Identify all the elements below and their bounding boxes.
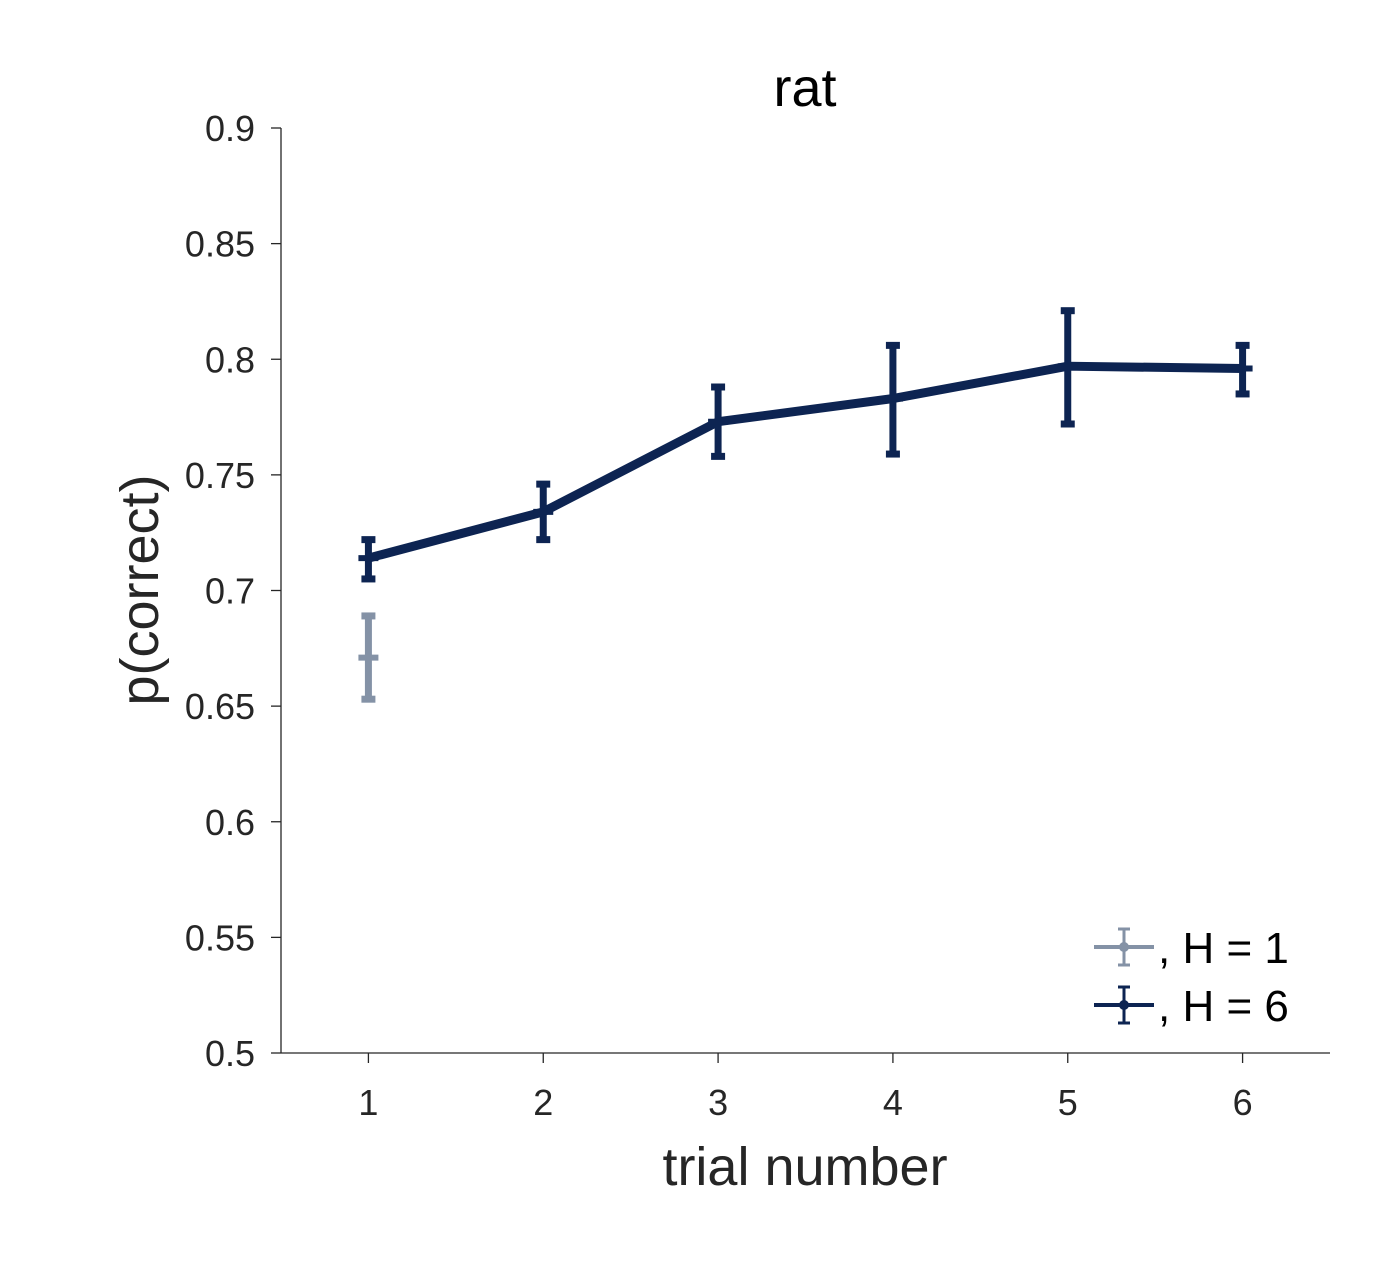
y-axis-label: p(correct) bbox=[110, 474, 170, 705]
x-tick-label: 3 bbox=[708, 1082, 728, 1123]
data-marks bbox=[358, 307, 1253, 703]
y-tick-label: 0.75 bbox=[185, 455, 255, 496]
series-1 bbox=[358, 612, 379, 703]
legend-label: , H = 1 bbox=[1158, 924, 1289, 973]
legend-marker bbox=[1119, 942, 1129, 952]
y-tick-label: 0.7 bbox=[205, 571, 255, 612]
x-tick-label: 6 bbox=[1233, 1082, 1253, 1123]
x-tick-label: 4 bbox=[883, 1082, 903, 1123]
legend-entry: , H = 1 bbox=[1094, 924, 1289, 973]
x-tick-label: 2 bbox=[533, 1082, 553, 1123]
y-tick-label: 0.65 bbox=[185, 686, 255, 727]
series-2 bbox=[358, 307, 1253, 583]
chart-title: rat bbox=[773, 58, 836, 118]
y-tick-label: 0.55 bbox=[185, 917, 255, 958]
y-tick-label: 0.6 bbox=[205, 802, 255, 843]
x-tick-label: 5 bbox=[1058, 1082, 1078, 1123]
legend-label: , H = 6 bbox=[1158, 982, 1289, 1031]
x-axis-label: trial number bbox=[662, 1137, 947, 1197]
legend-marker bbox=[1119, 1000, 1129, 1010]
y-tick-label: 0.85 bbox=[185, 224, 255, 265]
axes: 0.5 0.55 0.6 0.65 0.7 0.75 0.8 0.85 0.9 1 2 3 4 5 6 bbox=[185, 108, 1330, 1123]
legend-entry: , H = 6 bbox=[1094, 982, 1289, 1031]
y-tick-label: 0.8 bbox=[205, 339, 255, 380]
y-tick-label: 0.9 bbox=[205, 108, 255, 149]
y-tick-label: 0.5 bbox=[205, 1033, 255, 1074]
x-tick-label: 1 bbox=[358, 1082, 378, 1123]
series-line bbox=[367, 361, 1243, 563]
legend: , H = 1 , H = 6 bbox=[1094, 924, 1289, 1031]
